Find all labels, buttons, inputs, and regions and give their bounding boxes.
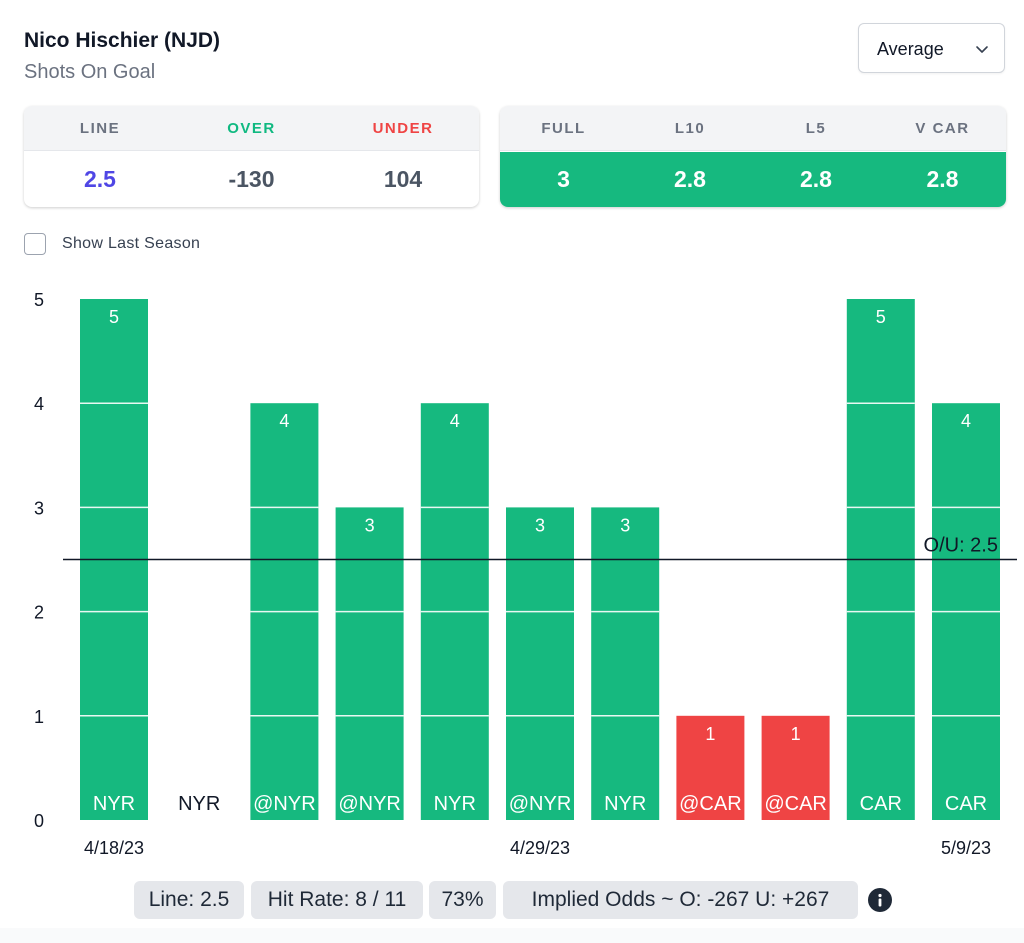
odds-header-under: UNDER (372, 119, 434, 137)
avg-value-l5: 2.8 (800, 166, 832, 192)
y-tick-label: 1 (34, 707, 44, 727)
y-tick-label: 5 (34, 290, 44, 310)
bar-value-label: 3 (365, 515, 375, 535)
bar-opponent-label: @NYR (338, 793, 401, 815)
bar-value-label: 3 (620, 515, 630, 535)
bar (676, 715, 745, 820)
bar-opponent-label: @NYR (509, 793, 572, 815)
bar (506, 507, 574, 820)
chevron-down-icon (976, 46, 988, 53)
averages-card-body: 3 2.8 2.8 2.8 (500, 152, 1006, 207)
y-tick-label: 0 (34, 811, 44, 831)
bottom-strip (0, 928, 1024, 943)
odds-value-over: -130 (228, 166, 275, 192)
x-date-label: 5/9/23 (941, 838, 991, 858)
averages-card-header: FULL L10 L5 V CAR (500, 106, 1006, 151)
bar-value-label: 4 (961, 411, 971, 431)
bar-opponent-label: NYR (434, 793, 476, 815)
summary-hit-rate-pill: Hit Rate: 8 / 11 (251, 881, 423, 919)
bar-opponent-label: NYR (178, 793, 220, 815)
bar-opponent-label: NYR (93, 793, 135, 815)
odds-header-over: OVER (227, 119, 276, 137)
bar-value-label: 1 (791, 724, 801, 744)
odds-header-line: LINE (79, 119, 121, 137)
summary-percent-pill: 73% (429, 881, 496, 919)
bar-opponent-label: @CAR (679, 793, 742, 815)
bar-opponent-label: NYR (604, 793, 646, 815)
y-tick-label: 4 (34, 394, 44, 414)
bar-value-label: 5 (876, 307, 886, 327)
show-last-season-label: Show Last Season (62, 235, 201, 252)
info-icon[interactable] (868, 888, 892, 912)
bar-opponent-label: CAR (860, 793, 902, 815)
bar-value-label: 1 (705, 724, 715, 744)
over-under-label: O/U: 2.5 (924, 535, 998, 557)
stat-name: Shots On Goal (24, 61, 156, 83)
info-glyph (878, 893, 882, 907)
odds-value-line: 2.5 (84, 166, 116, 192)
bar-value-label: 4 (279, 411, 289, 431)
bar-opponent-label: @CAR (764, 793, 827, 815)
show-last-season-checkbox[interactable] (24, 233, 46, 255)
y-tick-label: 2 (34, 603, 44, 623)
avg-value-l10: 2.8 (674, 166, 706, 192)
summary-implied-odds-pill: Implied Odds ~ O: -267 U: +267 (503, 881, 858, 919)
bar-opponent-label: @NYR (253, 793, 316, 815)
bar (591, 507, 660, 820)
odds-card-header: LINE OVER UNDER (24, 106, 479, 151)
odds-card: LINE OVER UNDER 2.5 -130 104 (24, 106, 479, 207)
bar-value-label: 5 (109, 307, 119, 327)
x-date-label: 4/29/23 (510, 838, 570, 858)
bar-opponent-label: CAR (945, 793, 987, 815)
y-tick-label: 3 (34, 498, 44, 518)
stat-type-dropdown[interactable]: Average (858, 23, 1005, 73)
avg-header-full: FULL (541, 119, 586, 137)
avg-header-vs-car: V CAR (915, 119, 970, 137)
odds-value-under: 104 (383, 166, 423, 192)
avg-value-full: 3 (557, 166, 570, 192)
player-name: Nico Hischier (NJD) (24, 29, 221, 52)
odds-card-body: 2.5 -130 104 (24, 152, 479, 207)
dropdown-value: Average (877, 39, 944, 59)
bar (335, 507, 404, 820)
bar (761, 715, 830, 820)
x-date-label: 4/18/23 (84, 838, 144, 858)
averages-card: FULL L10 L5 V CAR 3 2.8 2.8 2.8 (500, 106, 1006, 207)
show-last-season-toggle[interactable]: Show Last Season (24, 232, 200, 256)
summary-bar: Line: 2.5 Hit Rate: 8 / 11 73% Implied O… (0, 881, 1024, 919)
summary-line-pill: Line: 2.5 (134, 881, 244, 919)
avg-value-vs-car: 2.8 (926, 166, 959, 192)
avg-header-l5: L5 (805, 119, 827, 137)
shots-bar-chart: 0 1 2 3 4 5 5 NYR NYR 4 @NYR 3 @NYR 4 NYR 3 @NYR 3 NYR 1 @CA… (34, 290, 1017, 858)
bar-value-label: 3 (535, 515, 545, 535)
avg-header-l10: L10 (674, 119, 706, 137)
bar-value-label: 4 (450, 411, 460, 431)
